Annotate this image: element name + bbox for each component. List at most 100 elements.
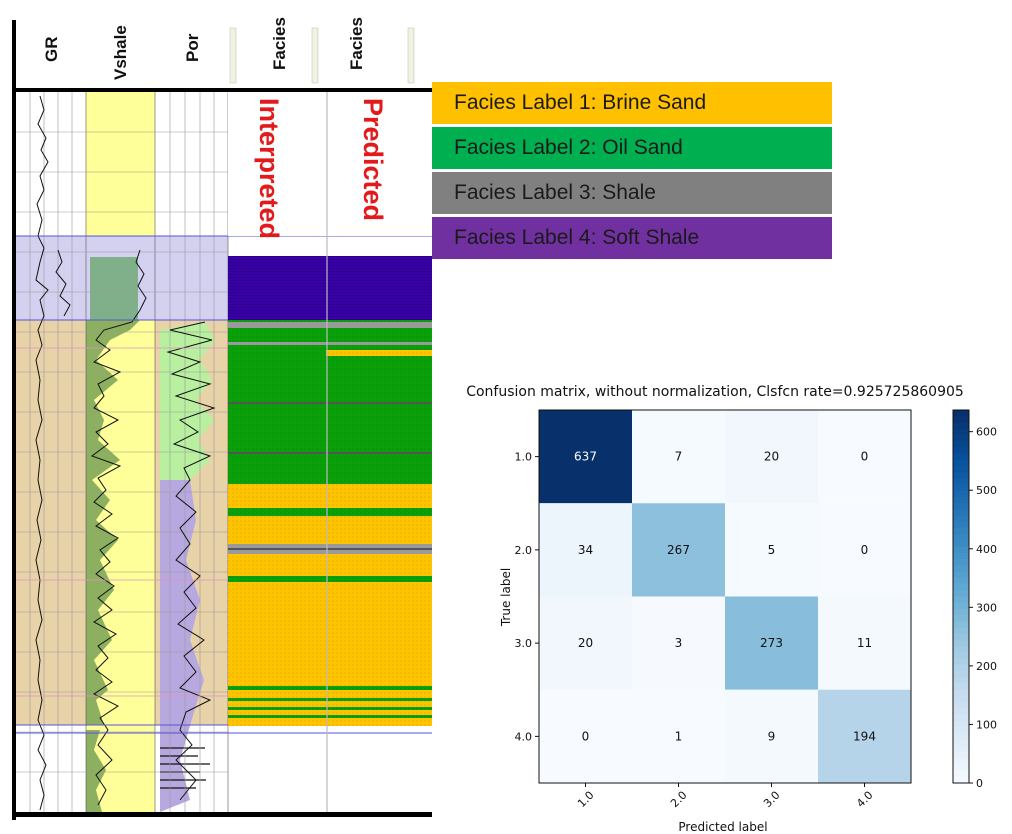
colorbar-segment <box>953 658 969 666</box>
colorbar-segment <box>953 745 969 753</box>
colorbar-segment <box>953 758 969 765</box>
colorbar-segment <box>953 751 969 759</box>
colorbar-segment <box>953 720 969 728</box>
colorbar-segment <box>953 552 969 560</box>
heatmap-cell <box>725 503 818 597</box>
colorbar-tick-label: 200 <box>976 660 997 673</box>
colorbar-segment <box>953 577 969 585</box>
colorbar-segment <box>953 478 969 486</box>
colorbar-segment <box>953 733 969 740</box>
zone-boundaries <box>16 235 432 734</box>
heatmap-cell <box>818 596 911 690</box>
colorbar-segment <box>953 671 969 678</box>
colorbar-segment <box>953 615 969 622</box>
colorbar-segment <box>953 608 969 616</box>
colorbar-segment <box>953 410 969 417</box>
heatmap-cell <box>632 689 725 783</box>
x-tick-label: 4.0 <box>854 789 876 811</box>
heatmap-cell <box>632 596 725 690</box>
cell-value-label: 9 <box>768 729 776 743</box>
colorbar-segment <box>953 416 969 423</box>
legend-item-brine-sand: Facies Label 1: Brine Sand <box>432 82 832 124</box>
legend-item-soft-shale: Facies Label 4: Soft Shale <box>432 217 832 259</box>
colorbar-segment <box>953 714 969 722</box>
colorbar-segment <box>953 453 969 461</box>
colorbar-tick-label: 500 <box>976 484 997 497</box>
cell-value-label: 7 <box>675 450 683 464</box>
colorbar-segment <box>953 459 969 467</box>
heatmap-cell <box>725 689 818 783</box>
track-header-gr: GR <box>42 37 61 63</box>
colorbar-segment <box>953 633 969 641</box>
colorbar-segment <box>953 739 969 747</box>
colorbar-segment <box>953 776 969 784</box>
vshale-curve <box>90 249 147 806</box>
colorbar-segment <box>953 540 969 548</box>
heatmap-cell <box>539 410 632 504</box>
facies-columns <box>228 92 432 812</box>
legend-item-oil-sand: Facies Label 2: Oil Sand <box>432 127 832 169</box>
cell-value-label: 0 <box>582 729 590 743</box>
porosity-curve <box>166 321 216 801</box>
y-tick-label: 2.0 <box>515 544 533 557</box>
colorbar-segment <box>953 640 969 647</box>
heatmap-cell <box>725 596 818 690</box>
plot-frame <box>538 409 912 784</box>
colorbar-segment <box>953 596 969 604</box>
colorbar-segment <box>953 503 969 510</box>
cell-value-label: 637 <box>574 450 597 464</box>
heatmap-cell <box>818 503 911 597</box>
colorbar-segment <box>953 534 969 542</box>
colorbar: 0 100 200 300 400 500 600 <box>952 409 997 790</box>
y-tick-label: 3.0 <box>515 637 533 650</box>
heatmap-cell <box>539 503 632 597</box>
x-tick-label: 2.0 <box>668 789 690 811</box>
colorbar-segment <box>953 708 969 716</box>
colorbar-segment <box>953 677 969 685</box>
colorbar-segment <box>953 702 969 709</box>
heatmap-cell <box>632 503 725 597</box>
cell-value-label: 3 <box>675 636 683 650</box>
colorbar-segment <box>953 447 969 455</box>
colorbar-tick-label: 100 <box>976 718 997 731</box>
colorbar-frame <box>952 409 970 784</box>
colorbar-segment <box>953 490 969 498</box>
cell-value-label: 5 <box>768 543 776 557</box>
legend-label: Facies Label 4: Soft Shale <box>454 226 700 249</box>
colorbar-tick-label: 300 <box>976 601 997 614</box>
y-axis-label: True label <box>499 568 513 627</box>
heatmap-cell <box>632 410 725 504</box>
colorbar-segment <box>953 602 969 610</box>
colorbar-segment <box>953 441 969 448</box>
gr-curve <box>35 95 49 811</box>
x-axis-label: Predicted label <box>678 820 767 834</box>
colorbar-tick-label: 0 <box>976 777 983 790</box>
colorbar-segment <box>953 584 969 591</box>
colorbar-segment <box>953 465 969 473</box>
cell-value-label: 0 <box>861 450 869 464</box>
cell-value-label: 11 <box>857 636 872 650</box>
colorbar-segment <box>953 770 969 778</box>
facies-legend: Facies Label 1: Brine Sand Facies Label … <box>432 82 832 262</box>
track-headers: GR Vshale Por Facies Facies <box>42 17 430 91</box>
x-tick-label: 3.0 <box>761 789 783 811</box>
legend-label: Facies Label 2: Oil Sand <box>454 136 683 159</box>
colorbar-segment <box>953 434 969 442</box>
well-log-panel: GR Vshale Por Facies Facies <box>12 17 432 820</box>
x-tick-label: 1.0 <box>575 789 597 811</box>
colorbar-tick-label: 400 <box>976 543 997 556</box>
colorbar-segment <box>953 528 969 535</box>
heatmap-cell <box>818 410 911 504</box>
colorbar-segment <box>953 627 969 635</box>
cell-value-label: 194 <box>853 729 876 743</box>
heatmap-cell <box>539 689 632 783</box>
colorbar-segment <box>953 652 969 660</box>
track-header-facies-interpreted: Facies <box>270 17 289 70</box>
chart-title: Confusion matrix, without normalization,… <box>466 384 964 400</box>
colorbar-segment <box>953 565 969 573</box>
cell-value-label: 20 <box>578 636 593 650</box>
legend-item-shale: Facies Label 3: Shale <box>432 172 832 214</box>
y-tick-label: 4.0 <box>515 730 533 743</box>
predicted-label: Predicted <box>358 98 388 221</box>
legend-label: Facies Label 3: Shale <box>454 181 656 204</box>
